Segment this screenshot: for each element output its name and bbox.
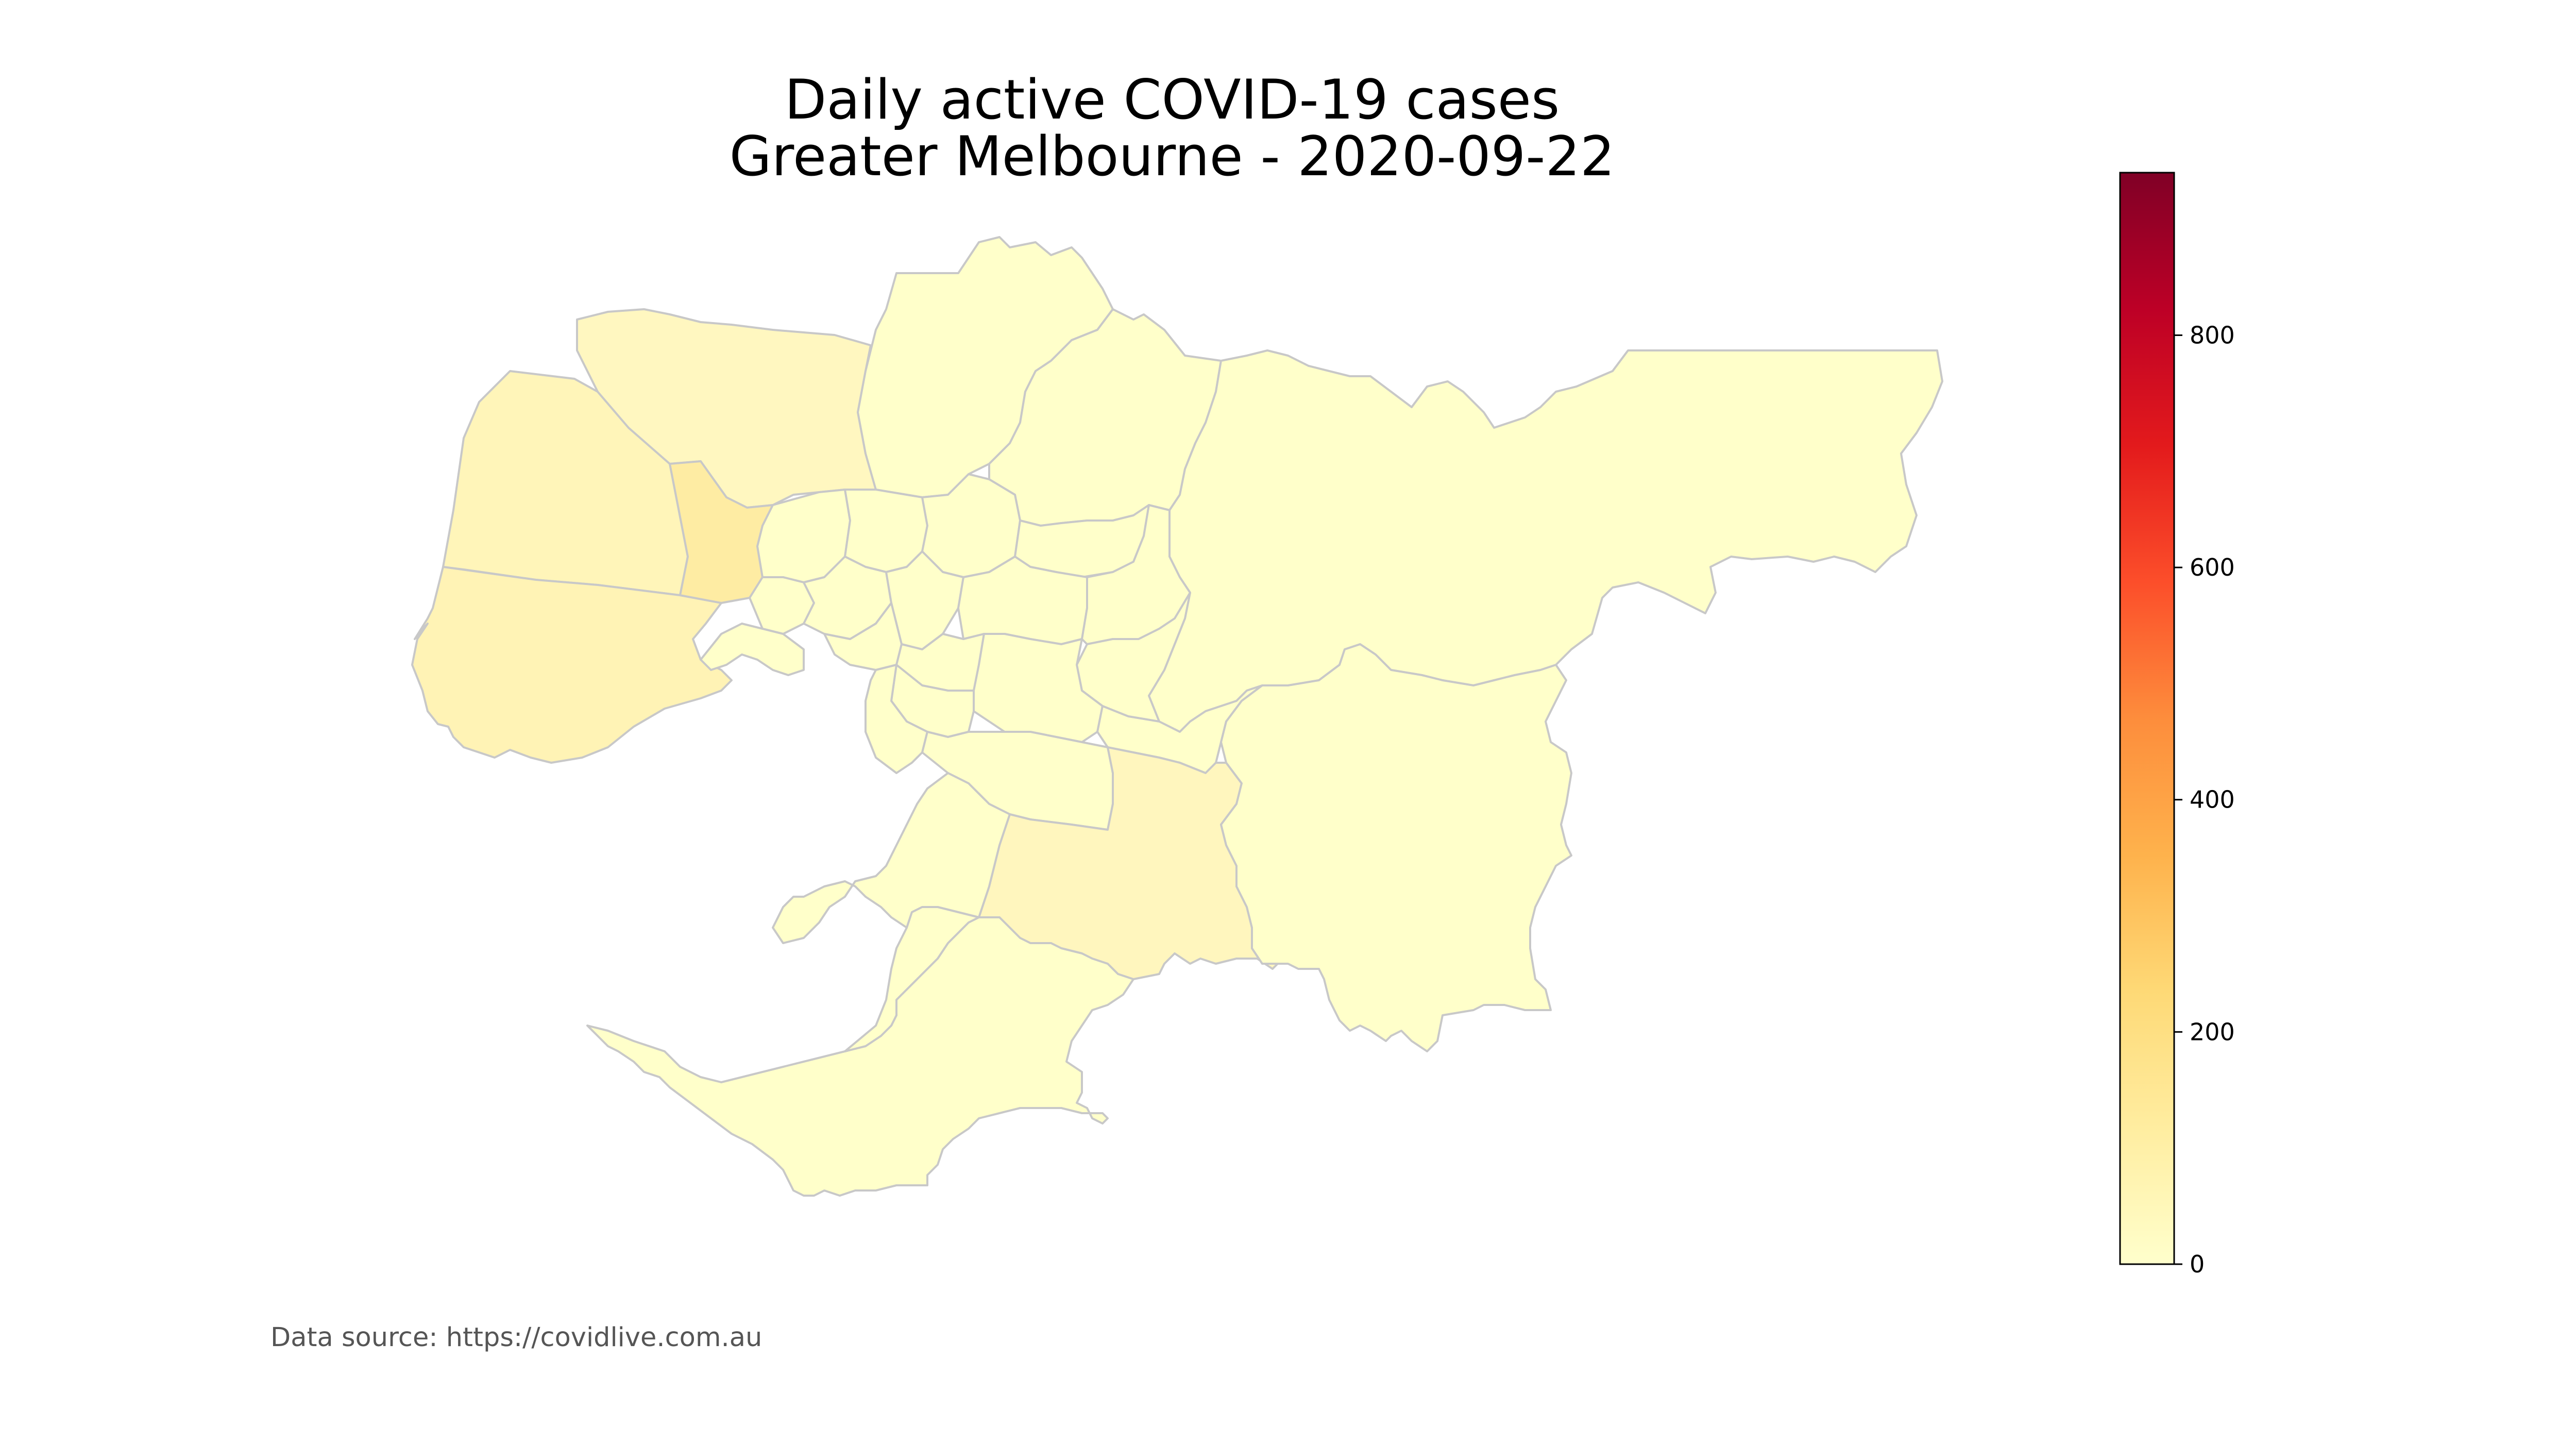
colorbar-gradient bbox=[2119, 172, 2175, 1265]
map-title: Daily active COVID-19 cases Greater Melb… bbox=[730, 68, 1615, 188]
region-mornington-north bbox=[844, 906, 980, 1052]
region-bayside bbox=[865, 664, 928, 774]
colorbar-tick-label: 400 bbox=[2190, 786, 2235, 814]
region-mornington-peninsula bbox=[586, 916, 1134, 1197]
region-hobsons-bay bbox=[700, 623, 805, 676]
colorbar-tick-label: 600 bbox=[2190, 553, 2235, 581]
region-wyndham bbox=[411, 566, 733, 764]
title-line-1: Daily active COVID-19 cases bbox=[785, 68, 1560, 131]
colorbar-tick-label: 200 bbox=[2190, 1018, 2235, 1046]
region-cardinia bbox=[1220, 643, 1572, 1052]
colorbar-ticks: 0 200 400 600 800 bbox=[2174, 321, 2235, 1278]
choropleth-map bbox=[411, 236, 1943, 1197]
region-frankston bbox=[772, 772, 1011, 944]
colorbar-tick-label: 0 bbox=[2190, 1250, 2205, 1278]
colorbar: 0 200 400 600 800 bbox=[2119, 172, 2235, 1278]
colorbar-tick-label: 800 bbox=[2190, 321, 2235, 349]
title-line-2: Greater Melbourne - 2020-09-22 bbox=[730, 125, 1615, 188]
data-source-note: Data source: https://covidlive.com.au bbox=[270, 1322, 762, 1353]
region-knox bbox=[1096, 684, 1263, 774]
